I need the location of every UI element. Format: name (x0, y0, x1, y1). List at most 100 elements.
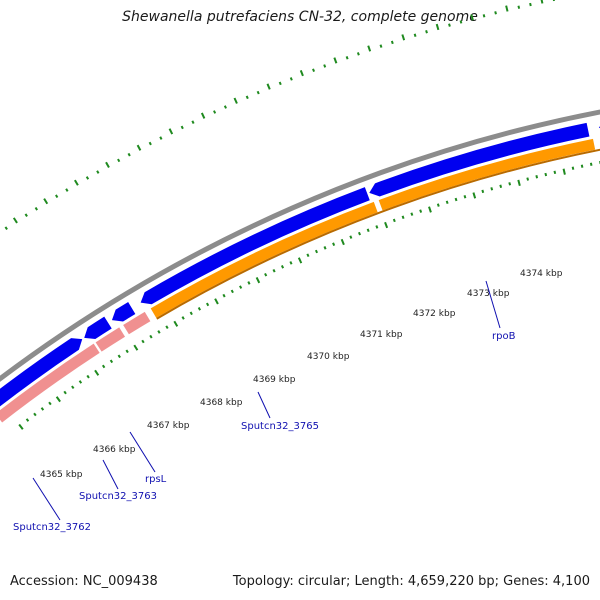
scale-tick (490, 187, 494, 191)
scale-tick (419, 209, 423, 213)
scale-tick (553, 170, 557, 175)
cds-feature (84, 316, 112, 339)
gene-leader-line (102, 459, 119, 490)
scale-tick (255, 277, 261, 284)
gc-skew-mark (200, 112, 206, 119)
gene-leader-line (485, 280, 501, 329)
cds-feature (140, 187, 370, 305)
gc-skew-mark (43, 198, 49, 205)
scale-tick (133, 344, 139, 351)
scale-tick (562, 168, 566, 175)
scale-tick (33, 412, 37, 417)
gc-skew-mark (540, 0, 544, 4)
scale-tick-label: 4371 kbp (360, 330, 403, 340)
scale-tick-label: 4369 kbp (253, 375, 296, 385)
cds-feature (369, 122, 590, 197)
gc-skew-mark (289, 77, 293, 81)
scale-tick (63, 390, 67, 395)
gc-skew-mark (12, 217, 18, 224)
scale-tick (117, 354, 121, 359)
gc-skew-mark (425, 30, 428, 34)
scale-tick-label: 4368 kbp (200, 398, 243, 408)
scale-tick (306, 253, 310, 258)
scale-tick (481, 189, 485, 194)
scale-tick-label: 4373 kbp (467, 289, 510, 299)
gc-skew-mark (168, 128, 174, 135)
gc-skew-mark (482, 14, 486, 18)
scale-tick (428, 206, 432, 213)
gc-skew-mark (180, 125, 184, 130)
scale-tick (544, 172, 548, 177)
gene-label: Sputcn32_3763 (79, 491, 157, 502)
gc-skew-mark (470, 14, 474, 21)
scale-tick (149, 334, 153, 339)
scale-tick (40, 407, 45, 411)
gc-skew-mark (459, 20, 463, 24)
cds-feature (111, 301, 136, 322)
scale-tick (358, 231, 361, 236)
gc-skew-mark (256, 90, 260, 95)
cds-bar (123, 311, 151, 335)
scale-tick (264, 272, 268, 277)
gc-skew-mark (65, 188, 69, 192)
gc-skew-mark (278, 81, 282, 86)
scale-tick (463, 194, 467, 199)
gene-labels: Sputcn32_3762 Sputcn32_3763 rpsL Sputcn32_3… (13, 280, 516, 533)
scale-tick (230, 289, 234, 294)
scale-tick (375, 225, 379, 229)
gc-skew-mark (136, 144, 142, 151)
gc-skew-mark (266, 83, 271, 90)
scale-tick (109, 359, 114, 364)
gc-skew-mark (413, 33, 417, 37)
gc-skew-mark (105, 161, 110, 168)
cds-bar-edge (156, 148, 600, 320)
scale-tick-label: 4372 kbp (413, 309, 456, 319)
scale-tick (94, 369, 100, 376)
scale-tick (366, 228, 370, 233)
scale-tick (410, 212, 414, 216)
scale-tick (18, 423, 24, 430)
scale-tick (280, 265, 285, 269)
scale-tick (125, 349, 129, 354)
scale-tick (297, 257, 303, 264)
scale-tick (445, 200, 449, 205)
scale-tick (157, 330, 161, 334)
gene-label: Sputcn32_3765 (241, 421, 319, 432)
cds-feature (0, 338, 83, 407)
scale-tick (526, 177, 530, 181)
scale-tick (454, 197, 458, 202)
scale-tick (580, 164, 584, 168)
scale-tick (392, 218, 396, 223)
gc-skew-mark (24, 213, 28, 217)
gene-leader-line (32, 477, 61, 521)
gc-skew-mark (517, 5, 521, 9)
scale-tick (141, 339, 145, 344)
scale-tick (239, 285, 243, 289)
scale-tick (272, 268, 276, 273)
scale-tick (384, 221, 389, 229)
cds-bar (378, 138, 596, 211)
scale-tick (214, 298, 219, 305)
scale-tick (289, 261, 293, 265)
gc-skew-track (4, 0, 556, 230)
gc-skew-mark (379, 44, 383, 48)
gc-skew-mark (390, 40, 394, 45)
scale-tick (101, 364, 106, 369)
gc-skew-mark (312, 68, 316, 72)
gc-skew-mark (299, 69, 304, 77)
scale-tick (517, 179, 521, 186)
scale-tick (401, 215, 405, 220)
genome-summary: Topology: circular; Length: 4,659,220 bp… (232, 574, 590, 589)
accession-label: Accession: NC_009438 (10, 574, 158, 589)
gene-label: rpoB (492, 331, 516, 342)
gc-skew-mark (323, 64, 327, 68)
gc-skew-mark (505, 5, 509, 12)
scale-tick (589, 162, 593, 166)
scale-tick-label: 4374 kbp (520, 269, 563, 279)
gc-skew-mark (148, 141, 152, 146)
scale-tick (189, 311, 193, 316)
scale-tick (535, 175, 539, 179)
scale-tick (472, 192, 477, 199)
cds-bar (95, 327, 126, 352)
